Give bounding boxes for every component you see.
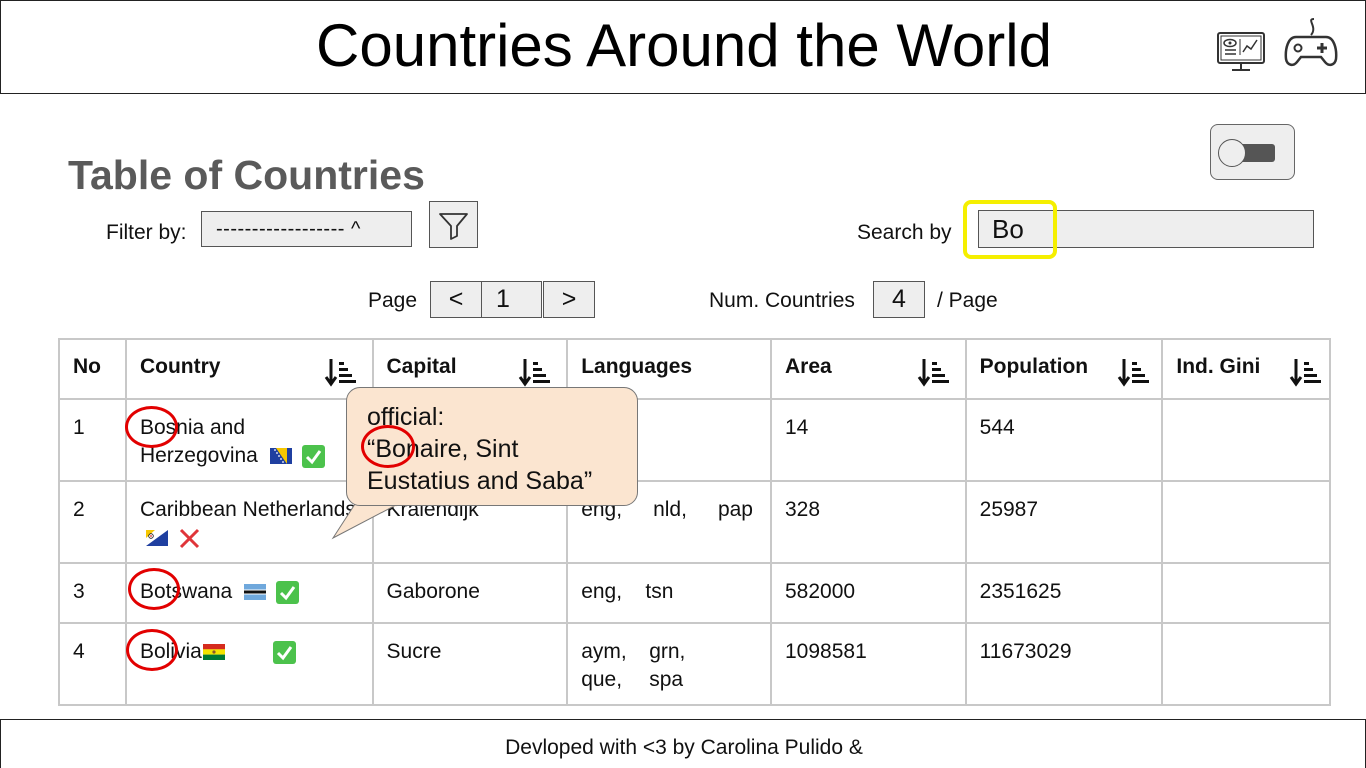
cell-area: 582000 [770, 562, 967, 624]
match-highlight-circle [128, 568, 180, 610]
language-code: spa [649, 668, 684, 691]
app-footer: Devloped with <3 by Carolina Pulido & [0, 719, 1366, 768]
header-languages: Languages [566, 338, 772, 400]
flag-botswana-icon [244, 584, 267, 601]
sort-descending-icon[interactable] [324, 356, 356, 388]
theme-toggle[interactable] [1210, 124, 1295, 180]
language-list: aym, grn, que, spa [581, 638, 757, 694]
header-gini[interactable]: Ind. Gini [1161, 338, 1331, 400]
cell-population: 544 [964, 398, 1164, 482]
language-code: aym, [581, 640, 627, 663]
cell-capital: Sucre [371, 622, 569, 706]
search-label: Search by [857, 221, 952, 244]
per-page-input[interactable]: 4 [873, 281, 925, 318]
match-highlight-circle [125, 406, 178, 448]
sort-descending-icon[interactable] [1289, 356, 1321, 388]
filter-select[interactable]: ------------------ ^ [201, 211, 412, 247]
tooltip-pointer [331, 503, 399, 540]
header-area[interactable]: Area [770, 338, 967, 400]
prev-page-button[interactable]: < [430, 281, 482, 318]
cell-languages: eng, tsn [566, 562, 772, 624]
section-title: Table of Countries [68, 152, 425, 198]
page-label: Page [368, 289, 418, 312]
search-highlight [963, 200, 1057, 259]
table-row[interactable]: 2 Caribbean Netherlands Kralendijk eng, … [58, 480, 1331, 564]
language-code: que, [581, 668, 623, 691]
sort-descending-icon[interactable] [518, 356, 551, 388]
toggle-knob [1218, 139, 1246, 167]
cell-capital: Gaborone [371, 562, 569, 624]
table-row[interactable]: 4 Bolivia Sucre aym, grn, que, spa 10985… [58, 622, 1331, 706]
match-highlight-circle [361, 425, 415, 468]
header-label: Ind. Gini [1176, 355, 1261, 378]
cell-no: 2 [58, 480, 127, 564]
header-label: Area [785, 355, 832, 378]
independent-check-icon [301, 444, 325, 468]
header-label: Population [979, 355, 1089, 378]
header-label: Country [139, 355, 221, 378]
gamepad-icon[interactable] [1284, 15, 1338, 69]
table-header-row: No Country Capital Languages Area Popula… [58, 338, 1331, 400]
cell-no: 4 [58, 622, 127, 706]
cell-gini [1161, 562, 1331, 624]
cell-population: 25987 [964, 480, 1164, 564]
language-code: pap [717, 498, 753, 521]
independent-check-icon [275, 580, 299, 604]
flag-bosnia-icon [269, 448, 292, 465]
not-independent-cross-icon [179, 528, 199, 549]
header-no: No [58, 338, 127, 400]
footer-credits: Devloped with <3 by Carolina Pulido & [505, 736, 863, 759]
funnel-icon [439, 213, 468, 240]
cell-country: Caribbean Netherlands [124, 480, 374, 564]
per-page-label: Num. Countries [709, 289, 855, 312]
cell-languages: aym, grn, que, spa [566, 622, 772, 706]
language-code: tsn [645, 580, 674, 603]
match-highlight-circle [126, 629, 178, 671]
cell-area: 14 [770, 398, 967, 482]
cell-area: 328 [770, 480, 967, 564]
cell-population: 11673029 [964, 622, 1164, 706]
sort-descending-icon[interactable] [1117, 356, 1150, 388]
monitor-dashboard-icon[interactable] [1216, 17, 1266, 73]
search-input[interactable]: Bo [978, 210, 1314, 248]
countries-table: No Country Capital Languages Area Popula… [58, 338, 1331, 706]
header-label: No [73, 355, 101, 378]
cell-area: 1098581 [770, 622, 967, 706]
app-header: Countries Around the World [0, 0, 1366, 94]
flag-bolivia-icon [202, 644, 225, 661]
cell-no: 3 [58, 562, 127, 624]
per-page-suffix: / Page [937, 289, 998, 312]
sort-descending-icon[interactable] [917, 356, 949, 388]
language-code: nld, [653, 498, 687, 521]
header-label: Languages [581, 355, 693, 378]
cell-languages: eng, nld, pap [566, 480, 772, 564]
independent-check-icon [272, 640, 296, 664]
country-name: Caribbean Netherlands [139, 498, 356, 521]
tooltip-line: Eustatius and Saba” [367, 467, 593, 495]
cell-gini [1161, 480, 1331, 564]
filter-button[interactable] [429, 201, 478, 248]
table-row[interactable]: 1 Bosnia and Herzegovina 14 544 [58, 398, 1331, 482]
next-page-button[interactable]: > [543, 281, 595, 318]
language-code: eng, [581, 580, 623, 603]
table-row[interactable]: 3 Botswana Gaborone eng, tsn 582000 2351… [58, 562, 1331, 624]
cell-population: 2351625 [964, 562, 1164, 624]
flag-caribbean-netherlands-icon [145, 530, 168, 547]
header-population[interactable]: Population [964, 338, 1164, 400]
cell-gini [1161, 622, 1331, 706]
page-number-input[interactable]: 1 [481, 281, 542, 318]
tooltip-line: official: [367, 403, 445, 431]
header-country[interactable]: Country [124, 338, 374, 400]
filter-label: Filter by: [106, 221, 187, 244]
cell-no: 1 [58, 398, 127, 482]
language-code: grn, [649, 640, 686, 663]
cell-gini [1161, 398, 1331, 482]
header-label: Capital [386, 355, 457, 378]
app-title: Countries Around the World [316, 12, 1052, 79]
